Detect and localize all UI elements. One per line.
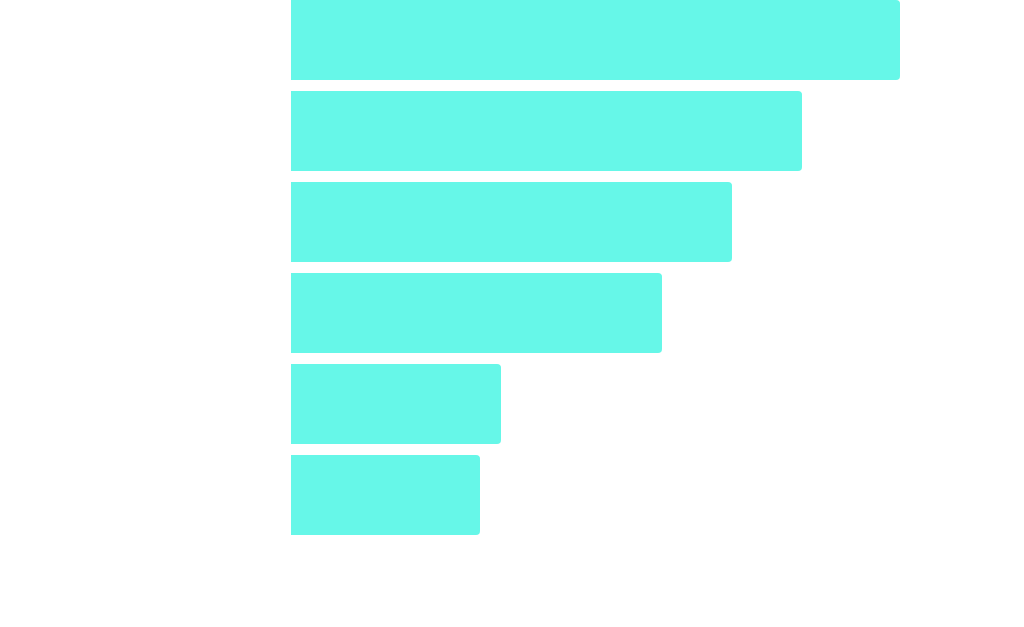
bar-4 xyxy=(291,273,662,353)
bar-1 xyxy=(291,0,900,80)
bar-3 xyxy=(291,182,732,262)
bar-6 xyxy=(291,455,480,535)
bar-5 xyxy=(291,364,501,444)
bar-2 xyxy=(291,91,802,171)
bars-group xyxy=(291,0,900,535)
